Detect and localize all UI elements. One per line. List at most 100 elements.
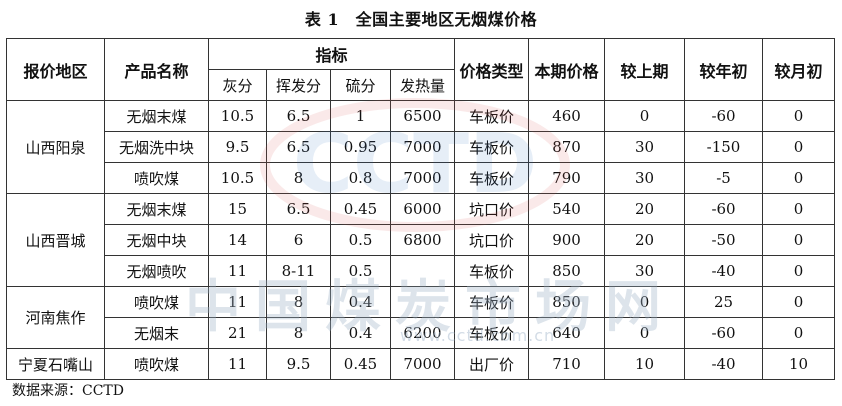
volatile-cell: 6.5 (266, 131, 331, 163)
header-ash: 灰分 (208, 69, 267, 101)
price-type-cell: 车板价 (454, 255, 530, 287)
table-row: 无烟中块 14 6 0.5 6800 坑口价 900 20 -50 0 (7, 224, 836, 256)
calorific-cell: 7000 (389, 348, 456, 380)
header-product: 产品名称 (104, 38, 209, 101)
sulfur-cell: 0.95 (330, 131, 391, 163)
price-type-cell: 车板价 (454, 317, 530, 349)
price-type-cell: 车板价 (454, 286, 530, 318)
product-cell: 无烟中块 (104, 224, 209, 256)
calorific-cell (389, 286, 456, 318)
product-cell: 无烟末 (104, 317, 209, 349)
product-cell: 喷吹煤 (104, 286, 209, 318)
header-price-type: 价格类型 (454, 38, 530, 101)
coal-price-table: 报价地区 产品名称 指标 价格类型 本期价格 较上期 较年初 较月初 灰分 挥发… (6, 38, 836, 380)
vs-year-cell: -40 (684, 255, 764, 287)
table-row: 无烟洗中块 9.5 6.5 0.95 7000 车板价 870 30 -150 … (7, 131, 836, 163)
product-cell: 无烟喷吹 (104, 255, 209, 287)
price-type-cell: 坑口价 (454, 193, 530, 225)
header-current-price: 本期价格 (528, 38, 606, 101)
product-cell: 喷吹煤 (104, 162, 209, 194)
region-cell: 河南焦作 (6, 286, 105, 349)
header-calorific: 发热量 (389, 69, 456, 101)
product-cell: 无烟末煤 (104, 193, 209, 225)
price-type-cell: 车板价 (454, 162, 530, 194)
sulfur-cell: 0.45 (330, 348, 391, 380)
table-row: 河南焦作 喷吹煤 11 8 0.4 车板价 850 0 25 0 (6, 286, 836, 349)
calorific-cell: 7000 (389, 131, 456, 163)
vs-month-cell: 0 (762, 162, 836, 194)
header-region: 报价地区 (6, 38, 105, 101)
price-cell: 850 (528, 255, 606, 287)
calorific-cell: 6200 (389, 317, 456, 349)
vs-year-cell: -60 (684, 193, 764, 225)
table-row: 无烟末 21 8 0.4 6200 车板价 640 0 -60 0 (7, 317, 836, 349)
vs-year-cell: -150 (684, 131, 764, 163)
sulfur-cell: 0.5 (330, 224, 391, 256)
ash-cell: 15 (208, 193, 267, 225)
vs-month-cell: 0 (762, 317, 836, 349)
product-cell: 无烟末煤 (104, 100, 209, 132)
vs-year-cell: -5 (684, 162, 764, 194)
volatile-cell: 6.5 (266, 193, 331, 225)
vs-year-cell: -60 (684, 100, 764, 132)
vs-year-cell: -40 (684, 348, 764, 380)
calorific-cell: 6500 (389, 100, 456, 132)
vs-last-cell: 30 (604, 162, 686, 194)
vs-last-cell: 0 (604, 100, 686, 132)
header-vs-last: 较上期 (604, 38, 686, 101)
vs-last-cell: 10 (604, 348, 686, 380)
ash-cell: 11 (208, 348, 267, 380)
table-row: 山西晋城 无烟末煤 15 6.5 0.45 6000 坑口价 540 20 -6… (6, 193, 836, 287)
product-cell: 喷吹煤 (104, 348, 209, 380)
ash-cell: 10.5 (208, 162, 267, 194)
header-indicator: 指标 (207, 38, 456, 70)
ash-cell: 10.5 (208, 100, 267, 132)
calorific-cell: 6800 (389, 224, 456, 256)
price-cell: 850 (528, 286, 606, 318)
volatile-cell: 8-11 (266, 255, 331, 287)
vs-month-cell: 0 (762, 286, 836, 318)
vs-last-cell: 30 (604, 131, 686, 163)
header-sulfur: 硫分 (330, 69, 391, 101)
data-source-note: 数据来源：CCTD (12, 383, 124, 399)
price-type-cell: 坑口价 (454, 224, 530, 256)
calorific-cell: 6000 (389, 193, 456, 225)
vs-month-cell: 0 (762, 100, 836, 132)
ash-cell: 11 (208, 286, 267, 318)
vs-month-cell: 0 (762, 255, 836, 287)
price-cell: 870 (528, 131, 606, 163)
volatile-cell: 8 (266, 162, 331, 194)
vs-last-cell: 0 (604, 317, 686, 349)
vs-year-cell: -60 (684, 317, 764, 349)
table-row: 喷吹煤 10.5 8 0.8 7000 车板价 790 30 -5 0 (7, 162, 836, 194)
vs-last-cell: 20 (604, 224, 686, 256)
region-cell: 山西晋城 (6, 193, 105, 287)
sulfur-cell: 0.4 (330, 286, 391, 318)
volatile-cell: 9.5 (266, 348, 331, 380)
price-type-cell: 车板价 (454, 100, 530, 132)
table-row: 山西阳泉 无烟末煤 10.5 6.5 1 6500 车板价 460 0 -60 … (6, 100, 836, 194)
ash-cell: 11 (208, 255, 267, 287)
ash-cell: 21 (208, 317, 267, 349)
vs-year-cell: 25 (684, 286, 764, 318)
table-row: 宁夏石嘴山 喷吹煤 11 9.5 0.45 7000 出厂价 710 10 -4… (6, 348, 836, 380)
price-type-cell: 出厂价 (454, 348, 530, 380)
volatile-cell: 8 (266, 317, 331, 349)
vs-month-cell: 0 (762, 131, 836, 163)
price-cell: 640 (528, 317, 606, 349)
product-cell: 无烟洗中块 (104, 131, 209, 163)
header-vs-year-start: 较年初 (684, 38, 764, 101)
vs-last-cell: 0 (604, 286, 686, 318)
volatile-cell: 8 (266, 286, 331, 318)
price-cell: 790 (528, 162, 606, 194)
price-cell: 900 (528, 224, 606, 256)
volatile-cell: 6.5 (266, 100, 331, 132)
price-cell: 460 (528, 100, 606, 132)
header-volatile: 挥发分 (266, 69, 331, 101)
calorific-cell: 7000 (389, 162, 456, 194)
price-type-cell: 车板价 (454, 131, 530, 163)
ash-cell: 14 (208, 224, 267, 256)
vs-last-cell: 20 (604, 193, 686, 225)
sulfur-cell: 0.45 (330, 193, 391, 225)
header-vs-month-start: 较月初 (762, 38, 836, 101)
